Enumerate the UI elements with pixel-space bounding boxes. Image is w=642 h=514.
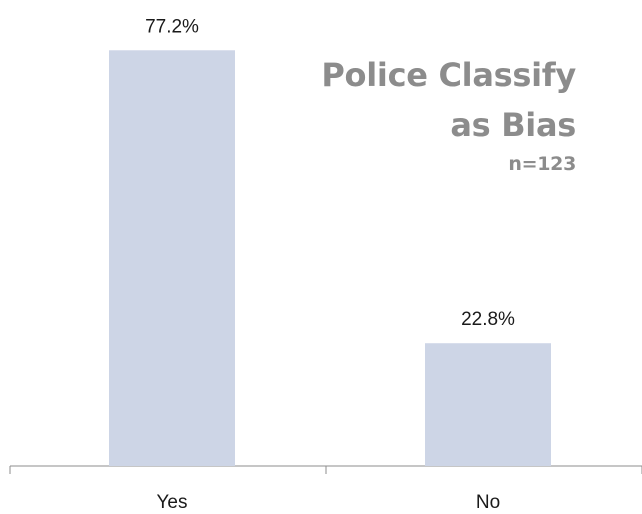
data-label-yes: 77.2% [145,16,199,37]
chart-title-line-2: as Bias [450,106,576,144]
chart-title-line-1: Police Classify [321,56,576,94]
bar-no [425,343,551,466]
data-label-no: 22.8% [461,309,515,330]
x-tick-label-no: No [476,492,500,513]
chart-title: Police Classify as Bias n=123 [321,50,576,176]
bar-yes [109,50,235,466]
chart-subtitle: n=123 [508,153,576,175]
x-tick-label-yes: Yes [157,492,188,513]
